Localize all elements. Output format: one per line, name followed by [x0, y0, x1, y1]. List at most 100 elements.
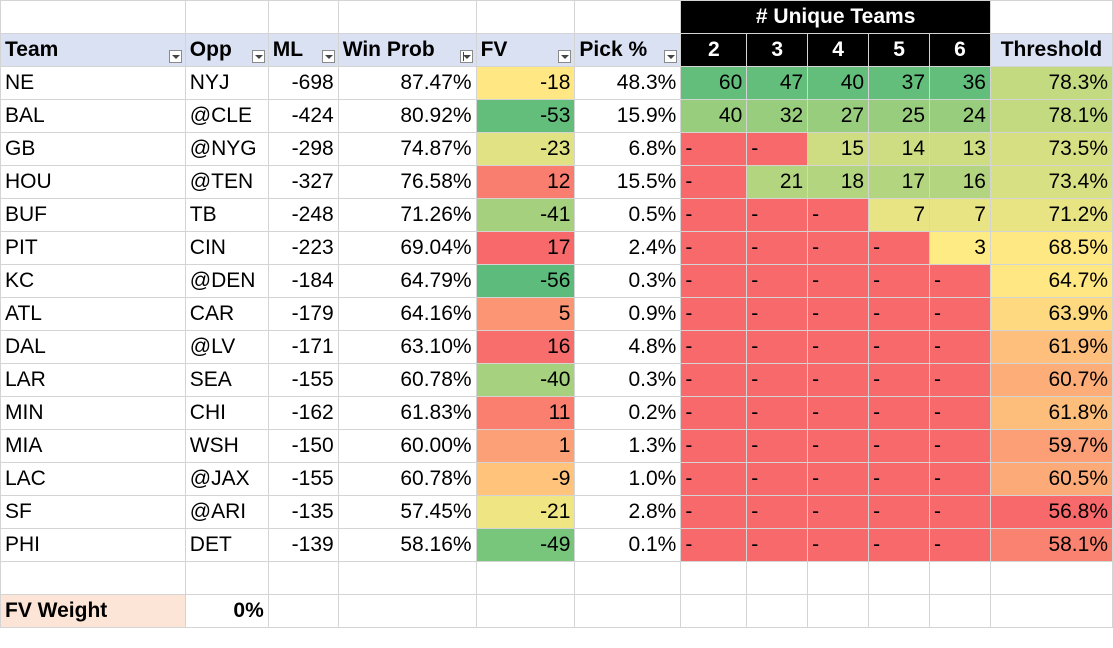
unique-3-cell[interactable]: -: [746, 198, 809, 232]
unique-teams-title[interactable]: # Unique Teams: [680, 0, 991, 34]
fv-weight-value[interactable]: 0%: [184, 594, 269, 628]
unique-3-cell[interactable]: 21: [746, 165, 809, 199]
opp-cell[interactable]: SEA: [184, 363, 269, 397]
filter-dropdown-icon[interactable]: [558, 50, 572, 63]
unique-2-cell[interactable]: -: [680, 528, 748, 562]
fv-cell[interactable]: 16: [475, 330, 576, 364]
pick-pct-cell[interactable]: 1.0%: [574, 462, 682, 496]
pick-pct-cell[interactable]: 0.3%: [574, 264, 682, 298]
unique-2-cell[interactable]: -: [680, 462, 748, 496]
opp-cell[interactable]: WSH: [184, 429, 269, 463]
unique-3-cell[interactable]: -: [746, 396, 809, 430]
filter-dropdown-icon[interactable]: [321, 50, 335, 63]
unique-6-cell[interactable]: -: [929, 528, 991, 562]
unique-3-cell[interactable]: 32: [746, 99, 809, 133]
ml-cell[interactable]: -155: [267, 363, 339, 397]
pick-pct-cell[interactable]: 2.4%: [574, 231, 682, 265]
opp-cell[interactable]: @DEN: [184, 264, 269, 298]
unique-5-cell[interactable]: -: [868, 429, 931, 463]
ml-cell[interactable]: -135: [267, 495, 339, 529]
unique-3-cell[interactable]: -: [746, 297, 809, 331]
filter-dropdown-icon[interactable]: [251, 50, 265, 63]
pick-pct-cell[interactable]: 48.3%: [574, 66, 682, 100]
header-unique-2[interactable]: 2: [680, 33, 748, 67]
unique-3-cell[interactable]: -: [746, 231, 809, 265]
threshold-cell[interactable]: 60.5%: [989, 462, 1113, 496]
fv-cell[interactable]: -53: [475, 99, 576, 133]
threshold-cell[interactable]: 63.9%: [989, 297, 1113, 331]
pick-pct-cell[interactable]: 15.5%: [574, 165, 682, 199]
win-prob-cell[interactable]: 64.16%: [337, 297, 477, 331]
unique-2-cell[interactable]: -: [680, 429, 748, 463]
unique-4-cell[interactable]: -: [807, 495, 870, 529]
fv-cell[interactable]: -56: [475, 264, 576, 298]
fv-cell[interactable]: -41: [475, 198, 576, 232]
ml-cell[interactable]: -139: [267, 528, 339, 562]
unique-6-cell[interactable]: 3: [929, 231, 991, 265]
header-unique-3[interactable]: 3: [746, 33, 809, 67]
pick-pct-cell[interactable]: 6.8%: [574, 132, 682, 166]
unique-3-cell[interactable]: -: [746, 462, 809, 496]
win-prob-cell[interactable]: 71.26%: [337, 198, 477, 232]
unique-3-cell[interactable]: -: [746, 429, 809, 463]
unique-6-cell[interactable]: -: [929, 363, 991, 397]
team-cell[interactable]: LAC: [0, 462, 186, 496]
unique-2-cell[interactable]: -: [680, 165, 748, 199]
threshold-cell[interactable]: 78.1%: [989, 99, 1113, 133]
ml-cell[interactable]: -150: [267, 429, 339, 463]
fv-weight-label[interactable]: FV Weight: [0, 594, 186, 628]
unique-5-cell[interactable]: -: [868, 231, 931, 265]
ml-cell[interactable]: -179: [267, 297, 339, 331]
team-cell[interactable]: BAL: [0, 99, 186, 133]
fv-cell[interactable]: -18: [475, 66, 576, 100]
win-prob-cell[interactable]: 76.58%: [337, 165, 477, 199]
header-fv[interactable]: FV: [475, 33, 576, 67]
opp-cell[interactable]: @CLE: [184, 99, 269, 133]
win-prob-cell[interactable]: 57.45%: [337, 495, 477, 529]
unique-6-cell[interactable]: -: [929, 429, 991, 463]
unique-3-cell[interactable]: -: [746, 363, 809, 397]
unique-5-cell[interactable]: -: [868, 330, 931, 364]
team-cell[interactable]: NE: [0, 66, 186, 100]
pick-pct-cell[interactable]: 15.9%: [574, 99, 682, 133]
unique-4-cell[interactable]: 40: [807, 66, 870, 100]
unique-5-cell[interactable]: -: [868, 396, 931, 430]
unique-4-cell[interactable]: -: [807, 297, 870, 331]
fv-cell[interactable]: 11: [475, 396, 576, 430]
unique-2-cell[interactable]: -: [680, 231, 748, 265]
unique-2-cell[interactable]: -: [680, 132, 748, 166]
pick-pct-cell[interactable]: 4.8%: [574, 330, 682, 364]
unique-6-cell[interactable]: -: [929, 396, 991, 430]
unique-4-cell[interactable]: -: [807, 429, 870, 463]
unique-4-cell[interactable]: -: [807, 264, 870, 298]
threshold-cell[interactable]: 60.7%: [989, 363, 1113, 397]
ml-cell[interactable]: -698: [267, 66, 339, 100]
threshold-cell[interactable]: 68.5%: [989, 231, 1113, 265]
unique-4-cell[interactable]: 27: [807, 99, 870, 133]
fv-cell[interactable]: -40: [475, 363, 576, 397]
sort-descending-icon[interactable]: [459, 50, 473, 63]
team-cell[interactable]: PHI: [0, 528, 186, 562]
unique-6-cell[interactable]: 24: [929, 99, 991, 133]
threshold-cell[interactable]: 58.1%: [989, 528, 1113, 562]
unique-6-cell[interactable]: 36: [929, 66, 991, 100]
ml-cell[interactable]: -184: [267, 264, 339, 298]
win-prob-cell[interactable]: 80.92%: [337, 99, 477, 133]
opp-cell[interactable]: @JAX: [184, 462, 269, 496]
opp-cell[interactable]: @TEN: [184, 165, 269, 199]
header-pick-pct[interactable]: Pick %: [574, 33, 682, 67]
unique-4-cell[interactable]: -: [807, 396, 870, 430]
threshold-cell[interactable]: 71.2%: [989, 198, 1113, 232]
unique-6-cell[interactable]: -: [929, 264, 991, 298]
threshold-cell[interactable]: 61.9%: [989, 330, 1113, 364]
pick-pct-cell[interactable]: 2.8%: [574, 495, 682, 529]
unique-6-cell[interactable]: 7: [929, 198, 991, 232]
fv-cell[interactable]: 12: [475, 165, 576, 199]
unique-2-cell[interactable]: 60: [680, 66, 748, 100]
header-unique-5[interactable]: 5: [868, 33, 931, 67]
unique-4-cell[interactable]: -: [807, 231, 870, 265]
threshold-cell[interactable]: 78.3%: [989, 66, 1113, 100]
unique-3-cell[interactable]: -: [746, 330, 809, 364]
team-cell[interactable]: HOU: [0, 165, 186, 199]
opp-cell[interactable]: NYJ: [184, 66, 269, 100]
